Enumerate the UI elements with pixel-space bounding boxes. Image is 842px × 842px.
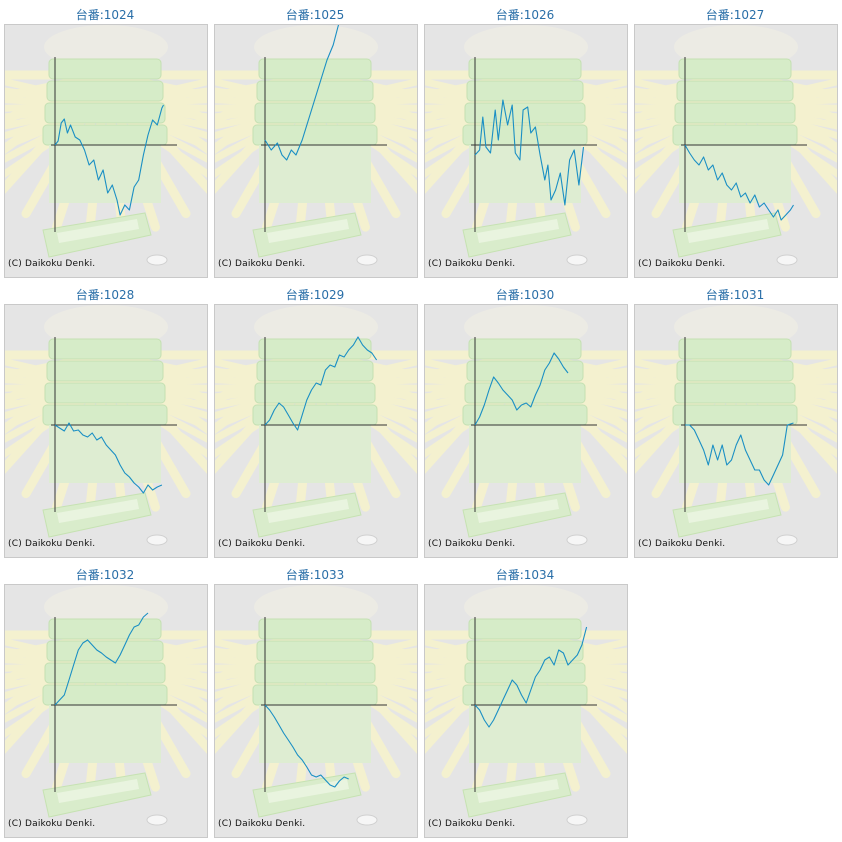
chart-title[interactable]: 台番:1032 xyxy=(75,568,135,582)
background-artwork xyxy=(425,305,627,546)
chart-title[interactable]: 台番:1029 xyxy=(285,288,345,302)
series-line xyxy=(264,25,340,161)
copyright-text: (C) Daikoku Denki. xyxy=(8,539,96,549)
series-line xyxy=(684,144,794,221)
background-artwork xyxy=(425,25,627,266)
chart-title[interactable]: 台番:1026 xyxy=(495,8,555,22)
chart-panel: (C) Daikoku Denki. xyxy=(4,304,208,558)
chart-title[interactable]: 台番:1024 xyxy=(75,8,135,22)
chart-svg xyxy=(635,305,837,546)
chart-title[interactable]: 台番:1031 xyxy=(705,288,765,302)
chart-cell: 台番:1031 (C) Daikoku Denki. xyxy=(630,280,840,560)
chart-svg xyxy=(425,25,627,266)
chart-title[interactable]: 台番:1033 xyxy=(285,568,345,582)
chart-svg xyxy=(635,25,837,266)
series-line xyxy=(54,612,149,706)
series-line xyxy=(54,104,164,216)
copyright-text: (C) Daikoku Denki. xyxy=(8,259,96,269)
copyright-text: (C) Daikoku Denki. xyxy=(638,539,726,549)
copyright-text: (C) Daikoku Denki. xyxy=(218,259,306,269)
chart-panel: (C) Daikoku Denki. xyxy=(424,584,628,838)
chart-panel: (C) Daikoku Denki. xyxy=(214,304,418,558)
copyright-text: (C) Daikoku Denki. xyxy=(428,259,516,269)
chart-cell: 台番:1024 (C) Daikoku Denki. xyxy=(0,0,210,280)
background-artwork xyxy=(215,305,417,546)
chart-title[interactable]: 台番:1034 xyxy=(495,568,555,582)
chart-svg xyxy=(215,585,417,826)
copyright-text: (C) Daikoku Denki. xyxy=(638,259,726,269)
chart-panel: (C) Daikoku Denki. xyxy=(634,304,838,558)
copyright-text: (C) Daikoku Denki. xyxy=(428,539,516,549)
copyright-text: (C) Daikoku Denki. xyxy=(218,819,306,829)
series-line xyxy=(54,422,163,494)
chart-panel: (C) Daikoku Denki. xyxy=(424,304,628,558)
series-line xyxy=(474,99,585,206)
background-artwork xyxy=(635,25,837,266)
chart-title[interactable]: 台番:1027 xyxy=(705,8,765,22)
chart-cell: 台番:1032 (C) Daikoku Denki. xyxy=(0,560,210,840)
background-artwork xyxy=(635,305,837,546)
chart-cell: 台番:1030 (C) Daikoku Denki. xyxy=(420,280,630,560)
series-line xyxy=(474,626,588,728)
chart-cell: 台番:1034 (C) Daikoku Denki. xyxy=(420,560,630,840)
chart-svg xyxy=(215,305,417,546)
background-artwork xyxy=(215,585,417,826)
background-artwork xyxy=(5,25,207,266)
series-line xyxy=(264,704,349,788)
background-artwork xyxy=(425,585,627,826)
copyright-text: (C) Daikoku Denki. xyxy=(428,819,516,829)
chart-cell: 台番:1025 (C) Daikoku Denki. xyxy=(210,0,420,280)
chart-panel: (C) Daikoku Denki. xyxy=(214,584,418,838)
series-line xyxy=(474,352,569,426)
chart-panel: (C) Daikoku Denki. xyxy=(634,24,838,278)
series-line xyxy=(264,336,378,431)
copyright-text: (C) Daikoku Denki. xyxy=(218,539,306,549)
chart-svg xyxy=(215,25,417,266)
chart-svg xyxy=(425,585,627,826)
chart-title[interactable]: 台番:1025 xyxy=(285,8,345,22)
background-artwork xyxy=(5,305,207,546)
chart-title[interactable]: 台番:1030 xyxy=(495,288,555,302)
copyright-text: (C) Daikoku Denki. xyxy=(8,819,96,829)
chart-cell: 台番:1028 (C) Daikoku Denki. xyxy=(0,280,210,560)
chart-panel: (C) Daikoku Denki. xyxy=(214,24,418,278)
series-line xyxy=(685,422,794,486)
chart-panel: (C) Daikoku Denki. xyxy=(4,584,208,838)
chart-panel: (C) Daikoku Denki. xyxy=(424,24,628,278)
chart-svg xyxy=(5,305,207,546)
background-artwork xyxy=(5,585,207,826)
chart-cell: 台番:1027 (C) Daikoku Denki. xyxy=(630,0,840,280)
chart-cell: 台番:1029 (C) Daikoku Denki. xyxy=(210,280,420,560)
chart-cell: 台番:1026 (C) Daikoku Denki. xyxy=(420,0,630,280)
background-artwork xyxy=(215,25,417,266)
chart-svg xyxy=(425,305,627,546)
chart-svg xyxy=(5,25,207,266)
chart-svg xyxy=(5,585,207,826)
chart-title[interactable]: 台番:1028 xyxy=(75,288,135,302)
chart-cell: 台番:1033 (C) Daikoku Denki. xyxy=(210,560,420,840)
chart-panel: (C) Daikoku Denki. xyxy=(4,24,208,278)
